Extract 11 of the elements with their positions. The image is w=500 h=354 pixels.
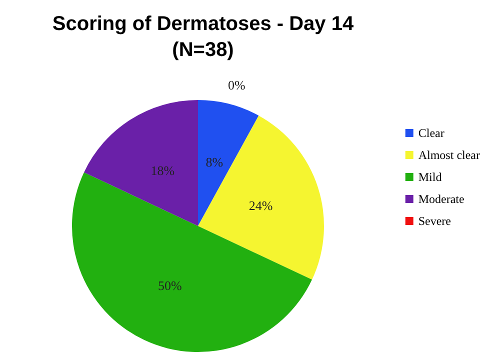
legend-label: Mild bbox=[418, 170, 442, 184]
chart-title: Scoring of Dermatoses - Day 14 (N=38) bbox=[52, 13, 354, 61]
data-label: 24% bbox=[248, 198, 273, 214]
data-label: 50% bbox=[158, 278, 182, 294]
data-label: 18% bbox=[150, 162, 175, 178]
legend-label: Clear bbox=[418, 126, 444, 140]
text: 0% bbox=[228, 78, 246, 92]
legend-label: Moderate bbox=[418, 192, 464, 206]
data-label: 8% bbox=[206, 154, 224, 170]
legend-label: Severe bbox=[418, 214, 452, 228]
legend-label: Almost clear bbox=[418, 148, 480, 162]
